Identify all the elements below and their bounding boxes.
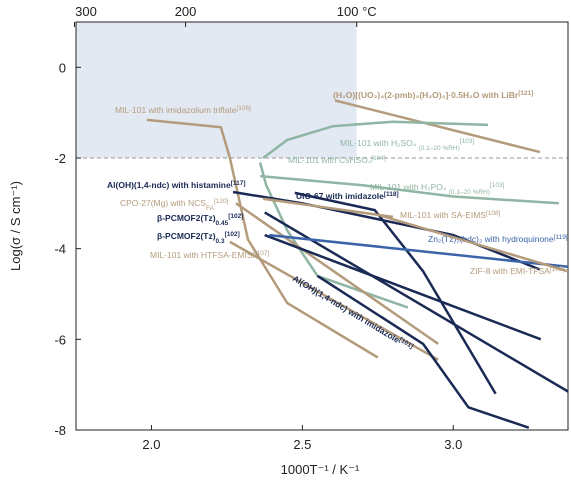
label-part: [121] (518, 90, 533, 97)
label-part: [106] (236, 105, 251, 112)
label-part: MIL-101 with CsHSO₄ (288, 155, 372, 165)
y-tick-label: 0 (59, 60, 66, 75)
label-part: [119] (554, 234, 568, 241)
label-part: ZIF-8 with EMI-TFSA (470, 266, 550, 276)
label-part: [102] (228, 213, 243, 220)
label-part: (H₂O)[(UO₂)₄(2-pmb)₃(H₂O)₃]·0.5H₂O with … (333, 90, 519, 100)
series-line (334, 99, 541, 154)
series-label: β-PCMOF2(Tz)0.3[102] (157, 231, 240, 245)
label-part: β-PCMOF2(Tz) (157, 213, 216, 223)
series-line (316, 274, 530, 429)
series-label: β-PCMOF2(Tz)0.45[102] (157, 213, 243, 227)
y-tick-label: -6 (54, 332, 66, 347)
label-part: [103] (460, 138, 475, 145)
label-part: [107] (255, 250, 270, 257)
series-line (269, 233, 568, 269)
label-part: [108] (486, 210, 501, 217)
label-part: [102] (225, 231, 240, 238)
series-label: MIL-101 with imidazolium triflate[106] (115, 105, 251, 116)
series-line (262, 197, 394, 219)
series-line (232, 190, 541, 271)
series-line (235, 202, 439, 345)
label-part: MIL-101 with HTFSA-EMISI (150, 250, 255, 260)
y-tick-label: -8 (54, 423, 66, 438)
label-part: MIL-101 with imidazolium triflate (115, 105, 237, 115)
plot-frame (75, 21, 569, 431)
label-part: MIL-101 with H₃PO₄ (370, 182, 449, 192)
label-part: [118] (384, 191, 399, 198)
label-part: 0.45 (216, 220, 229, 227)
label-part: MIL-101 with H₂SO₄ (340, 138, 419, 148)
label-part: (0.1–20 %RH) (449, 189, 490, 196)
label-part: [117] (231, 180, 246, 187)
label-part: [103] (490, 182, 505, 189)
label-part: β-PCMOF2(Tz) (157, 231, 216, 241)
series-label: MIL-101 with H₃PO₄ (0.1–20 %RH)[103] (370, 182, 505, 196)
top-tick-label: 200 (175, 4, 197, 19)
top-tick-label: 100 °C (337, 4, 377, 19)
series-label: MIL-101 with CsHSO₄[104] (288, 155, 386, 166)
series-line (262, 120, 489, 160)
label-part: UiO-67 with imidazole (296, 191, 384, 201)
series-label: MIL-101 with H₂SO₄ (0.1–20 %RH)[103] (340, 138, 474, 152)
series-label: (H₂O)[(UO₂)₄(2-pmb)₃(H₂O)₃]·0.5H₂O with … (333, 90, 533, 101)
x-tick-label: 2.0 (142, 437, 160, 452)
label-part: 0.3 (216, 238, 225, 245)
top-tick-label: 300 (75, 4, 97, 19)
y-tick-label: -4 (54, 242, 66, 257)
x-tick-label: 2.5 (293, 437, 311, 452)
x-axis-title: 1000T⁻¹ / K⁻¹ (281, 462, 360, 477)
series-line (259, 174, 559, 205)
label-part: FA (206, 205, 215, 212)
y-axis-title: Log(σ / S cm⁻¹) (8, 181, 23, 271)
series-label: Al(OH)(1,4-ndc) with histamine[117] (107, 180, 246, 191)
series-line (229, 240, 439, 361)
y-tick-label: -2 (54, 151, 66, 166)
series-label: ZIF-8 with EMI-TFSA[105] (470, 266, 564, 277)
series-line (146, 118, 379, 359)
series-label: MIL-101 with HTFSA-EMISI[107] (150, 250, 270, 261)
series-label: MIL-101 with SA-EIMS[108] (400, 210, 501, 221)
label-part: (0.1–20 %RH) (419, 145, 460, 152)
series-line (294, 191, 497, 395)
label-part: CPO-27(Mg) with NCS (120, 198, 206, 208)
label-part: Al(OH)(1,4-ndc) with histamine (107, 180, 231, 190)
label-part: [105] (550, 266, 565, 273)
label-part: Zn₂(Tz)₂(bdc)₂ with hydroquinone (428, 234, 554, 244)
series-line (264, 233, 542, 341)
label-part: [104] (371, 155, 386, 162)
series-label: CPO-27(Mg) with NCSFA[120] (120, 198, 229, 212)
x-tick-label: 3.0 (444, 437, 462, 452)
series-label: UiO-67 with imidazole[118] (296, 191, 399, 202)
series-line (264, 211, 568, 393)
shaded-region (76, 22, 357, 158)
series-label: Zn₂(Tz)₂(bdc)₂ with hydroquinone[119] (428, 234, 568, 245)
label-part: MIL-101 with SA-EIMS (400, 210, 486, 220)
label-part: [120] (214, 198, 229, 205)
series-line (377, 213, 568, 273)
